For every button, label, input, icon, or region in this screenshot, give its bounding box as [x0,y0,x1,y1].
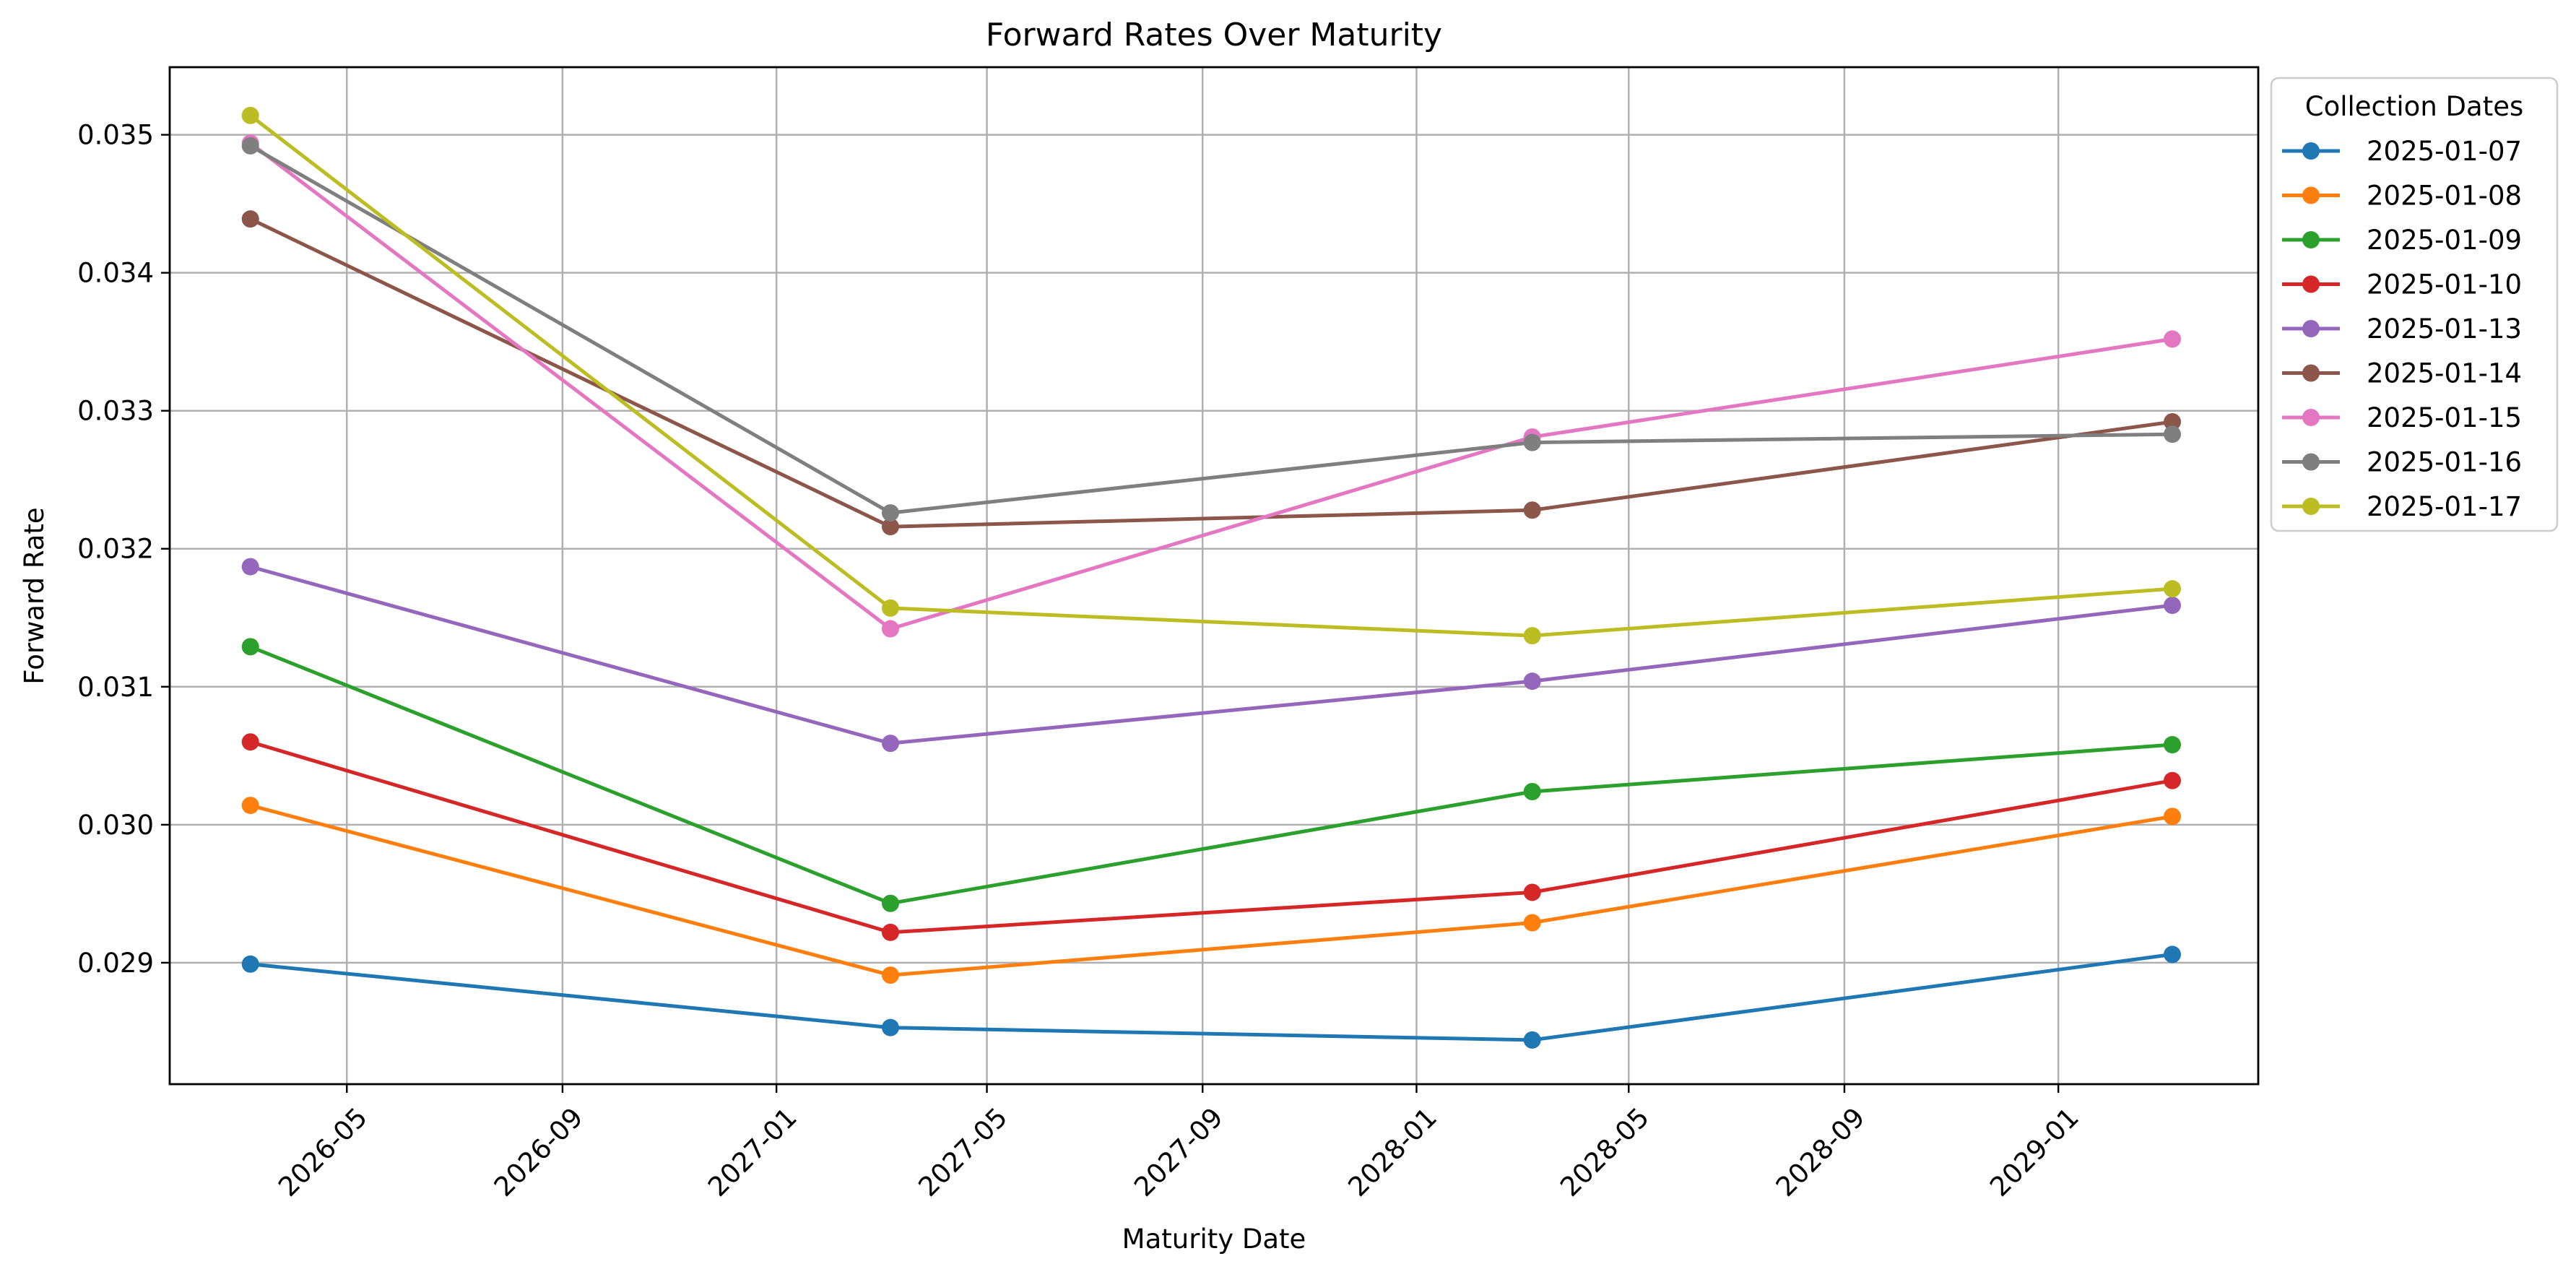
y-tick-label: 0.034 [77,258,154,289]
series-layer [241,106,2182,1049]
legend-label: 2025-01-07 [2367,136,2522,167]
series-line-2025-01-07 [248,952,2174,1042]
data-point-2025-01-15 [2164,330,2182,348]
data-point-2025-01-14 [881,518,899,536]
y-tick-label: 0.032 [77,534,154,565]
series-line-2025-01-15 [248,141,2174,631]
x-tick-label: 2027-05 [912,1101,1013,1203]
legend-marker-2025-01-13 [2302,320,2320,337]
data-point-2025-01-10 [1523,883,1541,901]
series-line-2025-01-09 [248,644,2174,906]
data-point-2025-01-08 [881,966,899,984]
y-tick-label: 0.031 [77,672,154,703]
data-point-2025-01-14 [2164,412,2182,430]
legend-label: 2025-01-17 [2367,491,2522,522]
x-tick-label: 2027-01 [702,1101,803,1203]
data-point-2025-01-08 [1523,914,1541,932]
series-line-2025-01-14 [248,217,2174,529]
data-point-2025-01-10 [881,923,899,941]
legend-label: 2025-01-13 [2367,313,2522,345]
legend-marker-2025-01-08 [2302,186,2320,204]
legend-marker-2025-01-15 [2302,409,2320,426]
data-point-2025-01-07 [241,955,259,973]
data-point-2025-01-07 [881,1018,899,1036]
data-point-2025-01-13 [241,558,259,576]
plot-frame [168,66,2260,1086]
data-point-2025-01-13 [1523,672,1541,691]
legend-marker-2025-01-17 [2302,498,2320,515]
legend-title: Collection Dates [2305,91,2524,122]
series-line-2025-01-10 [248,740,2174,935]
y-axis-label: Forward Rate [19,507,50,684]
data-point-2025-01-10 [241,733,259,751]
data-point-2025-01-09 [881,894,899,912]
legend-label: 2025-01-15 [2367,402,2522,433]
series-line-2025-01-16 [248,144,2174,515]
data-point-2025-01-17 [881,599,899,617]
data-point-2025-01-14 [1523,501,1541,519]
data-point-2025-01-16 [241,137,259,155]
legend: Collection Dates 2025-01-072025-01-08202… [2270,77,2559,532]
legend-label: 2025-01-14 [2367,358,2522,389]
data-point-2025-01-16 [1523,433,1541,451]
legend-label: 2025-01-08 [2367,181,2522,212]
data-point-2025-01-15 [881,620,899,638]
y-tick-label: 0.030 [77,810,154,841]
data-point-2025-01-08 [2164,808,2182,826]
data-point-2025-01-09 [1523,782,1541,800]
legend-label: 2025-01-10 [2367,269,2522,300]
data-point-2025-01-13 [881,735,899,753]
legend-marker-2025-01-16 [2302,453,2320,471]
data-point-2025-01-17 [241,106,259,124]
x-axis-label: Maturity Date [1122,1224,1306,1255]
series-line-2025-01-13 [248,565,2174,745]
legend-label: 2025-01-09 [2367,225,2522,256]
data-point-2025-01-07 [2164,945,2182,964]
x-tick-label: 2028-05 [1554,1101,1655,1203]
data-point-2025-01-09 [241,638,259,656]
series-line-2025-01-08 [248,803,2174,977]
grid-layer [170,67,2258,1084]
data-point-2025-01-16 [881,504,899,522]
data-point-2025-01-09 [2164,736,2182,754]
data-point-2025-01-16 [2164,425,2182,443]
legend-marker-2025-01-07 [2302,142,2320,160]
x-tick-label: 2026-09 [488,1101,589,1203]
data-point-2025-01-08 [241,797,259,815]
x-tick-label: 2029-01 [1984,1101,2085,1203]
legend-marker-2025-01-14 [2302,364,2320,382]
data-point-2025-01-14 [241,210,259,228]
legend-label: 2025-01-16 [2367,447,2522,478]
data-point-2025-01-07 [1523,1031,1541,1049]
legend-marker-2025-01-10 [2302,275,2320,293]
data-point-2025-01-17 [2164,580,2182,598]
x-tick-label: 2028-01 [1342,1101,1443,1203]
chart-title: Forward Rates Over Maturity [986,17,1442,53]
data-point-2025-01-10 [2164,771,2182,789]
data-point-2025-01-17 [1523,627,1541,645]
x-tick-label: 2027-09 [1128,1101,1229,1203]
y-tick-label: 0.033 [77,396,154,427]
y-tick-label: 0.035 [77,120,154,151]
legend-marker-2025-01-09 [2302,231,2320,248]
y-tick-label: 0.029 [77,948,154,979]
x-tick-label: 2026-05 [272,1101,373,1203]
legend-box [2270,77,2559,532]
legend-items: 2025-01-07 2025-01-08 2025-01-09 2025-01-10… [2282,136,2522,522]
series-line-2025-01-17 [248,113,2174,638]
x-tick-label: 2028-09 [1770,1101,1871,1203]
data-point-2025-01-13 [2164,597,2182,615]
